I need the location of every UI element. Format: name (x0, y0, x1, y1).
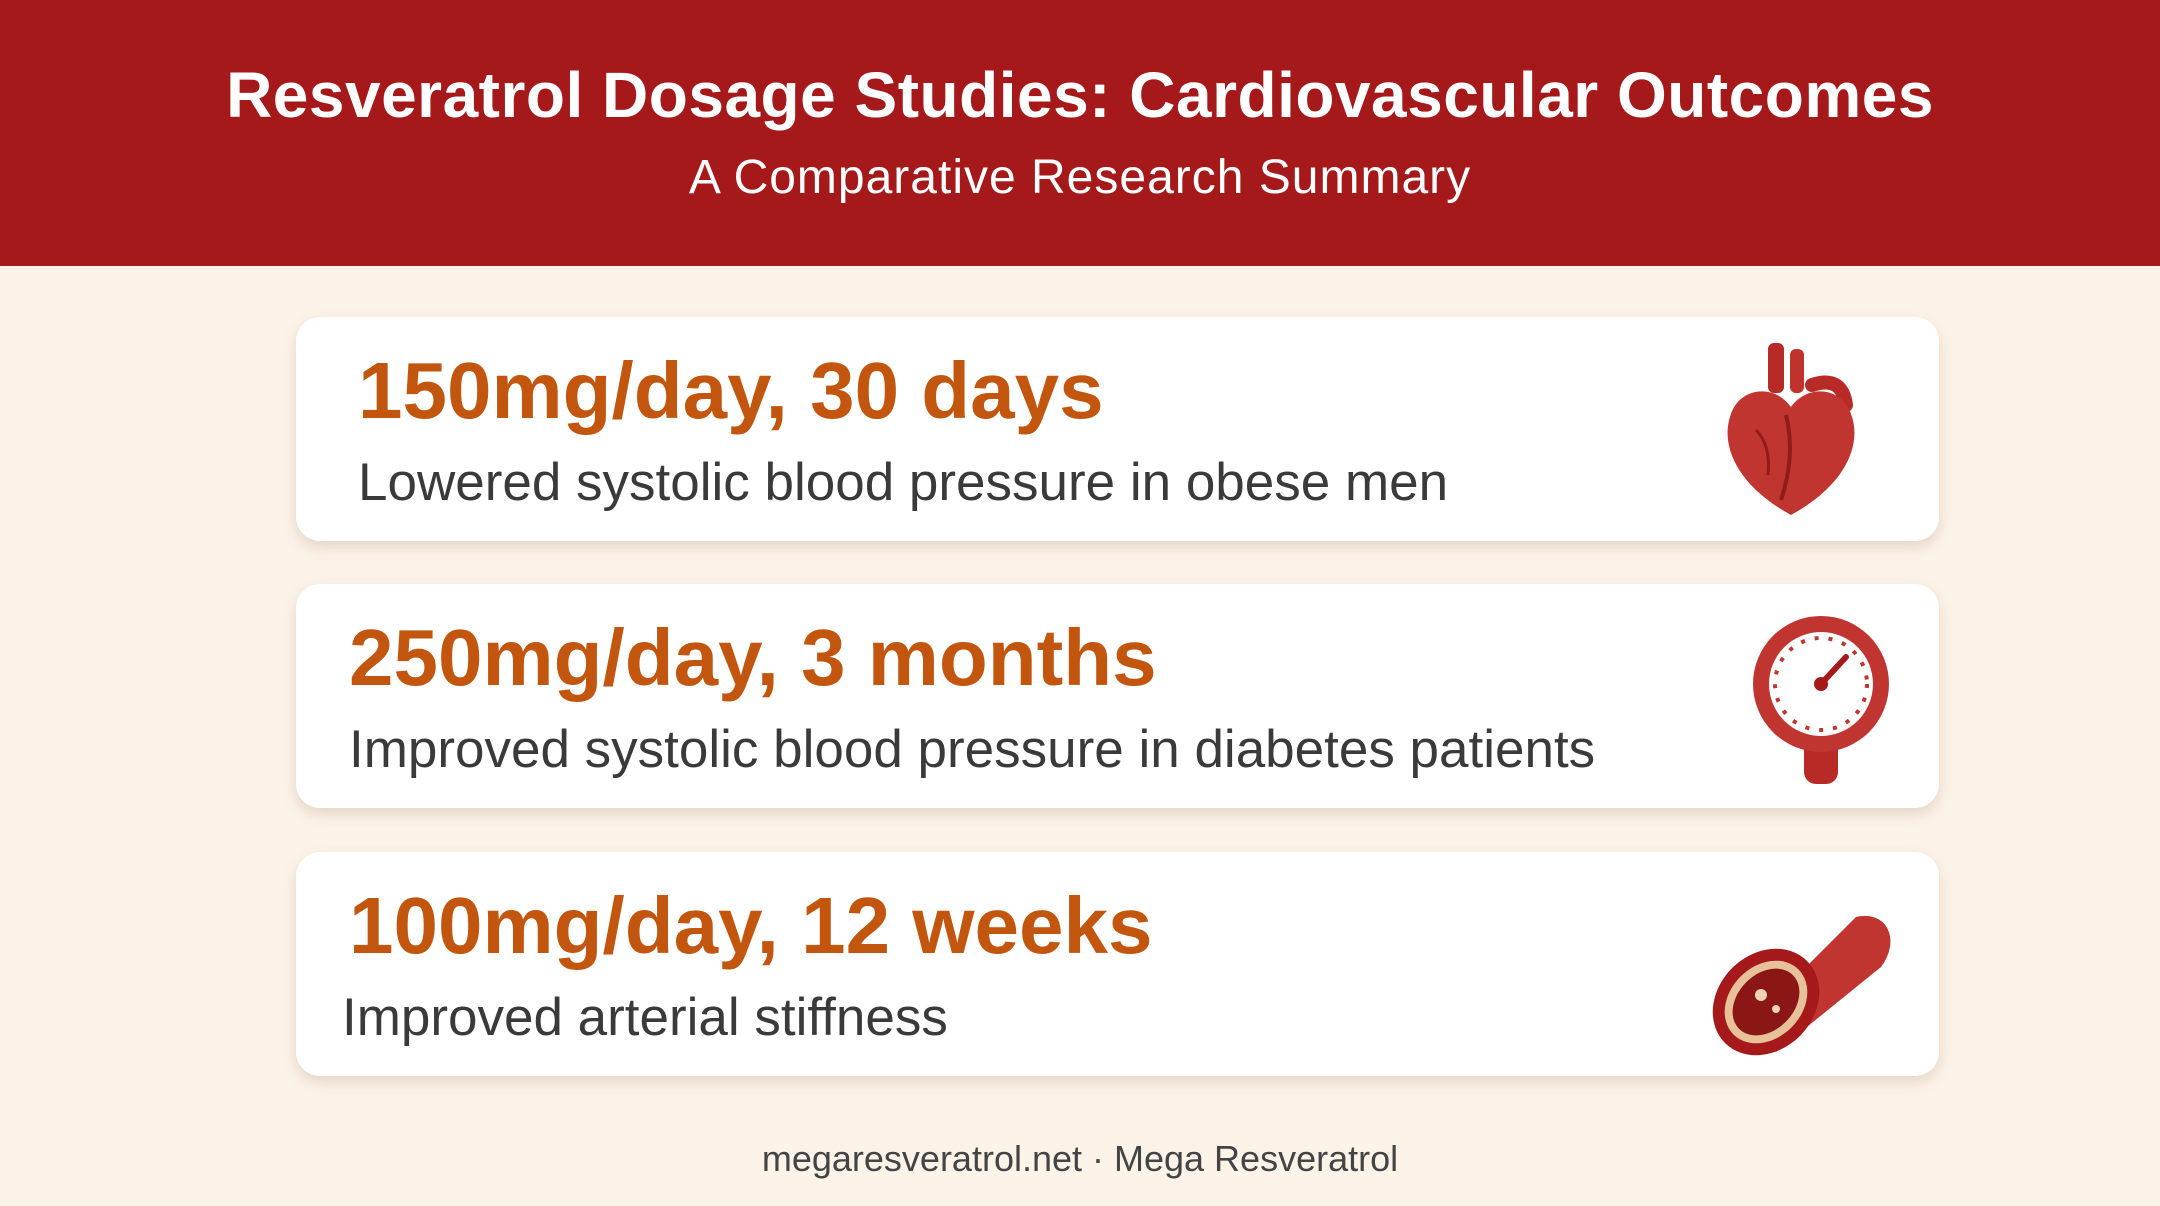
study-card: 150mg/day, 30 days Lowered systolic bloo… (296, 317, 1939, 541)
header-band: Resveratrol Dosage Studies: Cardiovascul… (0, 0, 2160, 266)
card-description: Improved systolic blood pressure in diab… (349, 720, 1596, 779)
study-card: 250mg/day, 3 months Improved systolic bl… (296, 584, 1939, 808)
subtitle: A Comparative Research Summary (688, 151, 1472, 204)
gauge-icon (1753, 616, 1889, 784)
artery-icon (1712, 915, 1891, 1056)
footer: megaresveratrol.net · Mega Resveratrol (761, 1138, 1399, 1179)
study-card: 100mg/day, 12 weeks Improved arterial st… (296, 852, 1939, 1076)
heart-icon (1727, 343, 1855, 515)
card-heading: 100mg/day, 12 weeks (349, 881, 1153, 970)
card-description: Improved arterial stiffness (342, 988, 948, 1047)
title: Resveratrol Dosage Studies: Cardiovascul… (226, 59, 1934, 131)
card-heading: 150mg/day, 30 days (358, 346, 1104, 435)
card-heading: 250mg/day, 3 months (349, 613, 1157, 702)
card-description: Lowered systolic blood pressure in obese… (358, 453, 1449, 512)
